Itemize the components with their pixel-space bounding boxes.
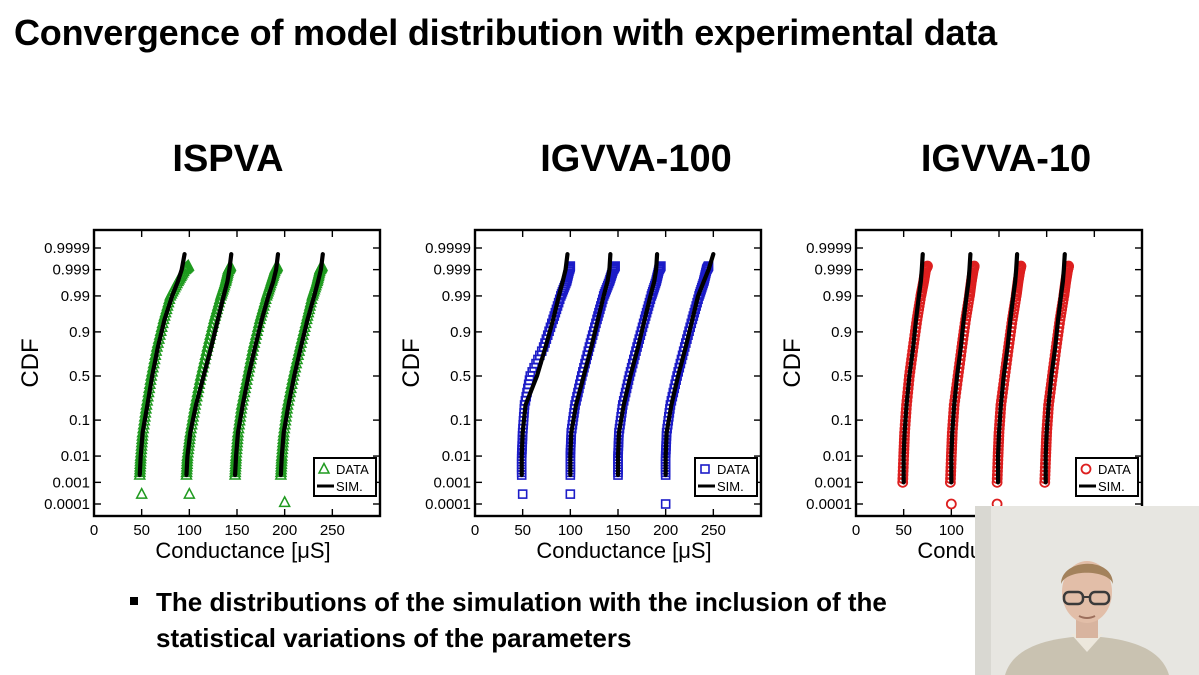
y-tick-label: 0.99 — [61, 288, 90, 305]
y-tick-label: 0.0001 — [806, 496, 852, 513]
bullet-square-icon — [130, 597, 138, 605]
x-tick-label: 50 — [514, 522, 531, 539]
x-tick-label: 50 — [133, 522, 150, 539]
x-tick-label: 100 — [939, 522, 964, 539]
bullet-line-1: The distributions of the simulation with… — [156, 587, 887, 617]
y-tick-label: 0.001 — [433, 474, 471, 491]
sim-line — [232, 252, 281, 478]
sim-line — [949, 252, 973, 485]
y-tick-label: 0.9999 — [425, 240, 471, 257]
sim-line — [184, 252, 234, 478]
y-tick-label: 0.01 — [442, 448, 471, 465]
data-point-outlier — [945, 498, 957, 510]
sim-line — [901, 252, 925, 485]
y-tick-label: 0.999 — [433, 262, 471, 279]
presenter-silhouette-icon — [975, 506, 1199, 675]
webcam-video-overlay — [975, 506, 1199, 675]
y-tick-label: 0.9 — [69, 324, 90, 341]
sim-line — [568, 252, 613, 478]
x-axis-label: Conductance [μS] — [155, 538, 330, 563]
y-tick-label: 0.9 — [831, 324, 852, 341]
y-tick-label: 0.99 — [442, 288, 471, 305]
x-tick-label: 250 — [701, 522, 726, 539]
legend-data-marker — [700, 464, 710, 474]
x-tick-label: 200 — [653, 522, 678, 539]
y-tick-label: 0.01 — [823, 448, 852, 465]
y-tick-label: 0.9999 — [44, 240, 90, 257]
sim-line — [519, 252, 570, 478]
sim-line — [663, 252, 716, 478]
legend-sim-label: SIM. — [1098, 479, 1125, 494]
y-tick-label: 0.999 — [52, 262, 90, 279]
panel-title-igvva-100: IGVVA-100 — [540, 138, 732, 180]
x-tick-label: 0 — [852, 522, 860, 539]
data-point — [182, 258, 195, 271]
panel-title-ispva: ISPVA — [172, 138, 284, 180]
legend: DATA SIM. — [313, 457, 377, 497]
x-tick-label: 0 — [90, 522, 98, 539]
y-tick-label: 0.0001 — [44, 496, 90, 513]
legend-data-label: DATA — [336, 462, 369, 477]
y-tick-label: 0.999 — [814, 262, 852, 279]
y-axis-label: CDF — [779, 338, 806, 387]
data-point-outlier — [517, 489, 528, 499]
chart-ispva: 0.0001 0.001 0.01 0.1 0.5 0.9 0.99 0.999 0.9999 0… — [17, 228, 382, 563]
legend-data-marker — [317, 461, 331, 474]
x-tick-label: 0 — [471, 522, 479, 539]
sim-line — [278, 252, 325, 478]
legend-data-label: DATA — [717, 462, 750, 477]
legend: DATA SIM. — [1075, 457, 1139, 497]
x-tick-label: 250 — [320, 522, 345, 539]
x-tick-label: 200 — [272, 522, 297, 539]
legend-sim-label: SIM. — [717, 479, 744, 494]
x-tick-label: 50 — [895, 522, 912, 539]
y-tick-label: 0.1 — [831, 412, 852, 429]
chart-igvva-100: 0.0001 0.001 0.01 0.1 0.5 0.9 0.99 0.999 0.9999 0… — [398, 228, 763, 563]
data-point-outlier — [278, 495, 291, 508]
y-tick-label: 0.99 — [823, 288, 852, 305]
y-tick-label: 0.001 — [52, 474, 90, 491]
data-point-outlier — [660, 499, 671, 509]
sim-line — [1043, 252, 1067, 485]
sim-line — [995, 252, 1020, 485]
x-tick-label: 150 — [224, 522, 249, 539]
y-tick-label: 0.001 — [814, 474, 852, 491]
x-axis-label: Conductance [μS] — [536, 538, 711, 563]
y-axis-label: CDF — [17, 338, 44, 387]
data-point-outlier — [183, 486, 196, 499]
x-tick-label: 100 — [177, 522, 202, 539]
slide-title: Convergence of model distribution with e… — [14, 12, 997, 53]
x-tick-label: 150 — [605, 522, 630, 539]
y-tick-label: 0.01 — [61, 448, 90, 465]
y-tick-label: 0.5 — [69, 368, 90, 385]
y-axis-label: CDF — [398, 338, 425, 387]
x-tick-label: 100 — [558, 522, 583, 539]
legend-data-label: DATA — [1098, 462, 1131, 477]
y-tick-label: 0.1 — [450, 412, 471, 429]
y-tick-label: 0.9999 — [806, 240, 852, 257]
sim-line — [137, 252, 187, 478]
y-tick-label: 0.1 — [69, 412, 90, 429]
y-tick-label: 0.5 — [831, 368, 852, 385]
y-tick-label: 0.9 — [450, 324, 471, 341]
legend-data-marker — [1080, 463, 1092, 475]
y-tick-label: 0.5 — [450, 368, 471, 385]
bullet-text: The distributions of the simulation with… — [156, 584, 996, 656]
legend-sim-label: SIM. — [336, 479, 363, 494]
data-point-outlier — [565, 489, 576, 499]
panel-title-igvva-10: IGVVA-10 — [920, 138, 1092, 180]
legend: DATA SIM. — [694, 457, 758, 497]
bullet-line-2: statistical variations of the parameters — [156, 623, 632, 653]
sim-line — [615, 252, 660, 478]
data-point-outlier — [135, 486, 148, 499]
y-tick-label: 0.0001 — [425, 496, 471, 513]
